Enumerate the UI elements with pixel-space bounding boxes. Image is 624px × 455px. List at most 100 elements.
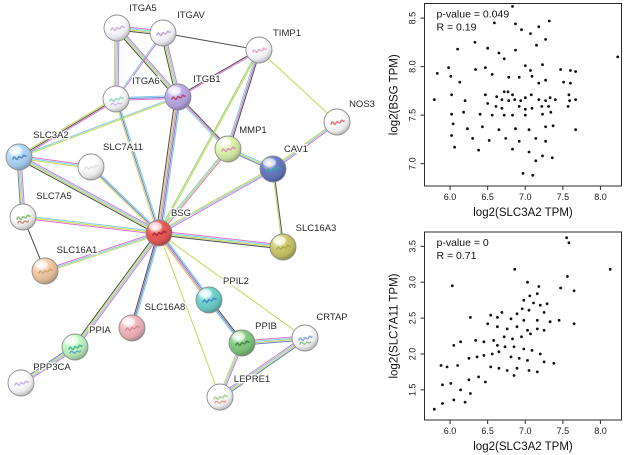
network-node-SLC7A5[interactable] [9,203,37,231]
y-tick-label: 8.5 [408,12,418,25]
data-point [505,327,509,331]
y-axis-label: log2(SLC7A11 TPM) [389,273,401,378]
node-gloss [153,22,166,31]
node-label-BSG: BSG [171,208,191,219]
network-edge-TIMP1-NOS3 [258,49,338,123]
data-point [503,345,507,349]
data-point [559,286,562,290]
data-point [489,365,493,369]
data-point [548,96,552,100]
node-gloss [35,260,48,269]
data-point [435,72,439,75]
network-node-ITGA5[interactable] [103,14,131,42]
data-point [467,356,471,360]
data-point [505,369,509,372]
protein-structure-glyph [299,341,312,345]
network-nodes [5,14,351,411]
data-point [544,38,547,41]
network-node-PPIL2[interactable] [195,286,223,314]
data-point [511,5,514,8]
data-point [467,378,471,382]
x-tick-label: 7.0 [519,192,532,202]
network-node-MMP1[interactable] [214,135,242,163]
node-label-MMP1: MMP1 [239,125,266,136]
network-node-PPP3CA[interactable] [7,369,35,397]
network-node-TIMP1[interactable] [245,36,273,64]
data-point [528,294,532,298]
network-node-PPIA[interactable] [61,333,89,361]
node-label-SLC3A2: SLC3A2 [33,130,68,141]
data-point [514,22,517,26]
network-node-SLC16A8[interactable] [118,314,146,342]
network-node-BSG[interactable] [145,219,173,247]
data-point [542,311,546,314]
network-node-ITGAV[interactable] [149,19,177,47]
network-node-SLC16A1[interactable] [31,257,59,285]
data-point [520,307,524,311]
data-point [495,95,499,99]
protein-structure-glyph [214,400,227,404]
data-point [567,241,571,245]
data-point [530,106,534,110]
data-point [449,74,453,78]
protein-structure-glyph [84,164,99,171]
data-point [548,320,552,324]
network-node-CRTAP[interactable] [291,324,319,352]
protein-structure-glyph [17,220,30,224]
data-point [523,113,527,117]
data-point [511,147,514,151]
data-point [527,308,531,312]
network-node-SLC16A3[interactable] [269,233,297,261]
node-gloss [199,289,212,298]
protein-structure-glyph [266,166,281,173]
network-node-LEPRE1[interactable] [206,383,234,411]
data-point [456,364,459,367]
network-node-SLC3A2[interactable] [5,143,33,171]
network-node-SLC7A11[interactable] [77,153,105,181]
data-point [462,110,465,114]
network-node-PPIB[interactable] [228,329,256,357]
y-tick-label: 3.0 [408,276,418,289]
node-label-SLC7A5: SLC7A5 [36,191,71,202]
node-label-PPIL2: PPIL2 [223,276,249,287]
network-node-ITGB1[interactable] [164,83,192,111]
data-point [452,398,456,402]
x-tick-label: 8.0 [594,192,607,202]
data-point [522,298,526,302]
node-gloss [13,206,26,215]
data-point [521,172,525,175]
protein-structure-glyph [152,230,167,237]
x-tick-label: 7.5 [557,426,570,436]
data-point [569,81,572,85]
data-point [544,99,547,102]
network-node-NOS3[interactable] [323,108,351,136]
data-point [484,93,487,97]
data-point [550,156,554,160]
protein-structure-glyph [221,146,236,153]
data-point [540,105,544,108]
node-label-SLC7A11: SLC7A11 [103,142,143,153]
data-point [502,113,506,117]
data-point [572,322,576,326]
protein-structure-glyph [12,154,27,161]
data-point [520,335,523,339]
node-label-SLC16A8: SLC16A8 [145,302,186,313]
protein-structure-glyph [38,268,53,275]
network-node-ITGA6[interactable] [102,85,130,113]
x-tick-label: 6.0 [444,192,457,202]
data-point [562,80,565,84]
protein-structure-glyph [14,380,29,387]
network-node-CAV1[interactable] [259,155,287,183]
data-point [477,375,480,379]
data-point [450,112,453,116]
data-point [511,113,514,117]
data-point [517,105,521,108]
data-point [463,400,467,404]
protein-structure-glyph [276,244,291,251]
network-edge-BSG-SLC16A3 [158,230,284,250]
data-point [515,312,519,316]
data-point [482,340,486,344]
data-point [514,48,517,52]
data-point [496,325,499,329]
protein-structure-glyph [252,47,267,54]
